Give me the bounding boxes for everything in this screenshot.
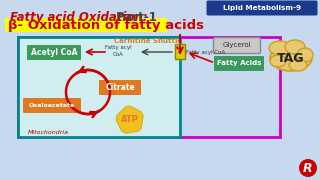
Text: β- Oxidation of fatty acids: β- Oxidation of fatty acids (8, 19, 204, 32)
Text: R: R (303, 161, 313, 174)
Ellipse shape (285, 40, 305, 54)
FancyBboxPatch shape (175, 44, 185, 59)
Ellipse shape (269, 41, 291, 55)
Text: Fatty acid Oxidation:: Fatty acid Oxidation: (10, 10, 148, 24)
Text: TAG: TAG (277, 51, 305, 64)
FancyBboxPatch shape (5, 18, 167, 32)
Text: Oxaloacetate: Oxaloacetate (29, 102, 75, 107)
Bar (18, 37, 280, 137)
Text: Fatty acyl CoA: Fatty acyl CoA (186, 50, 226, 55)
Text: Fatty acyl
CoA: Fatty acyl CoA (105, 45, 131, 57)
FancyBboxPatch shape (99, 80, 141, 95)
FancyBboxPatch shape (213, 37, 260, 53)
FancyBboxPatch shape (214, 56, 264, 71)
Text: Citrate: Citrate (105, 82, 135, 91)
Circle shape (299, 159, 317, 177)
FancyBboxPatch shape (206, 1, 317, 15)
Text: Carnitine Shuttle: Carnitine Shuttle (114, 38, 182, 44)
Text: Acetyl CoA: Acetyl CoA (31, 48, 77, 57)
Ellipse shape (289, 59, 307, 71)
Bar (18, 37, 180, 137)
Text: Mitochondria: Mitochondria (28, 129, 69, 134)
Ellipse shape (297, 48, 313, 62)
Ellipse shape (270, 55, 286, 67)
FancyBboxPatch shape (23, 98, 81, 113)
Text: Lipid Metabolism-9: Lipid Metabolism-9 (223, 5, 301, 11)
Text: Glycerol: Glycerol (223, 42, 251, 48)
Ellipse shape (270, 45, 312, 71)
Text: Fatty Acids: Fatty Acids (217, 60, 261, 66)
FancyBboxPatch shape (27, 45, 81, 60)
Text: Part-1: Part-1 (112, 10, 157, 24)
Polygon shape (116, 106, 143, 133)
Text: ATP: ATP (121, 116, 139, 125)
